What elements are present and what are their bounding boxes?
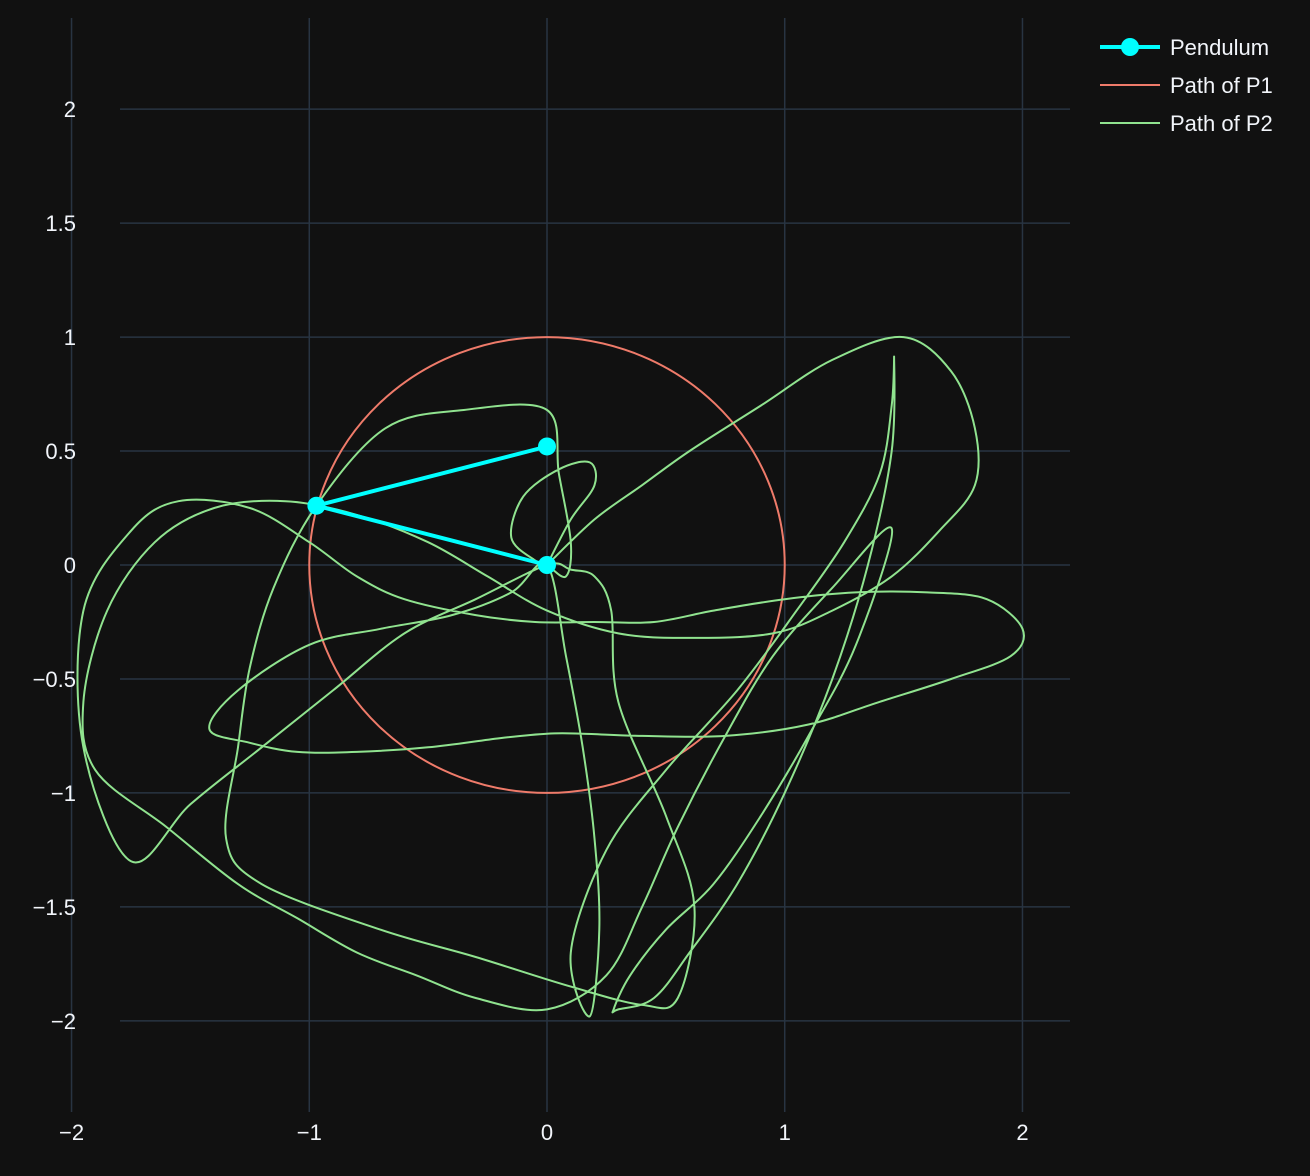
pendulum-marker xyxy=(538,556,556,574)
x-tick-label: 0 xyxy=(541,1120,553,1145)
legend-marker xyxy=(1121,38,1139,56)
y-tick-label: 0 xyxy=(64,553,76,578)
tick-labels: −2 −1 0 1 2 2 1.5 1 0.5 0 −0.5 −1 −1.5 −2 xyxy=(33,97,1029,1145)
pendulum-marker xyxy=(307,496,326,515)
legend-label: Path of P1 xyxy=(1170,73,1273,98)
y-tick-label: 0.5 xyxy=(45,439,76,464)
y-tick-label: 1 xyxy=(64,325,76,350)
legend-item-path-of-p1[interactable]: Path of P1 xyxy=(1100,73,1273,98)
x-tick-label: 1 xyxy=(779,1120,791,1145)
grid-lines xyxy=(70,18,1070,1112)
x-tick-label: −2 xyxy=(59,1120,84,1145)
series-path-of-p2-line xyxy=(76,336,1025,1018)
y-tick-label: 1.5 xyxy=(45,211,76,236)
legend-item-pendulum[interactable]: Pendulum xyxy=(1100,35,1269,60)
y-tick-label: −2 xyxy=(51,1009,76,1034)
y-tick-label: 2 xyxy=(64,97,76,122)
y-tick-label: −0.5 xyxy=(33,667,76,692)
traces xyxy=(76,336,1025,1018)
x-tick-label: −1 xyxy=(297,1120,322,1145)
series-path-of-p1-line xyxy=(308,336,786,794)
pendulum-marker xyxy=(538,437,556,456)
legend-label: Pendulum xyxy=(1170,35,1269,60)
x-tick-label: 2 xyxy=(1016,1120,1028,1145)
legend-item-path-of-p2[interactable]: Path of P2 xyxy=(1100,111,1273,136)
legend[interactable]: Pendulum Path of P1 Path of P2 xyxy=(1100,35,1273,136)
y-tick-label: −1 xyxy=(51,781,76,806)
y-tick-label: −1.5 xyxy=(33,895,76,920)
legend-label: Path of P2 xyxy=(1170,111,1273,136)
